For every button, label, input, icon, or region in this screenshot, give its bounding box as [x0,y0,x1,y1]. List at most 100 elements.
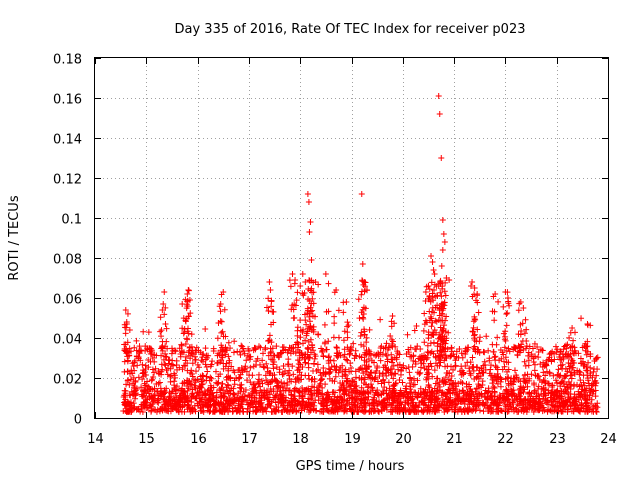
data-point [270,361,277,368]
data-point [524,406,531,413]
data-point [453,348,460,355]
data-point [283,407,290,414]
data-point [161,311,168,318]
data-point [273,377,280,384]
data-point [248,392,255,399]
data-point [370,402,377,409]
data-point [446,276,453,283]
data-point [388,323,395,330]
data-point [538,385,545,392]
data-point [574,381,581,388]
data-point [165,408,172,415]
data-point [446,370,453,377]
data-point [504,368,511,375]
data-point [488,372,495,379]
data-point [480,362,487,369]
data-point [457,368,464,375]
data-point [435,93,442,99]
data-point [216,351,223,358]
data-point [306,297,313,304]
data-point [506,348,513,355]
data-point [389,394,396,401]
data-point [252,346,259,353]
data-point [289,401,296,408]
data-point [255,380,262,387]
data-point [227,374,234,381]
data-point [430,297,437,304]
data-point [269,345,276,352]
data-point [360,388,367,395]
data-point [164,365,171,372]
data-point [238,394,245,401]
data-point [521,358,528,365]
data-point [363,365,370,372]
data-point [439,247,446,253]
data-point [438,336,445,343]
data-point [422,393,429,400]
data-point [217,400,224,407]
data-point [172,348,179,355]
data-point [433,329,440,336]
data-point [266,279,273,285]
data-point [442,391,449,398]
data-point [284,402,291,409]
data-point [479,382,486,389]
data-point [215,373,222,380]
data-point [569,325,576,331]
data-point [126,345,133,352]
data-point [440,346,447,353]
data-point [503,310,510,317]
data-point [193,344,200,351]
data-point [304,191,311,197]
data-point [394,362,401,369]
data-point [349,378,356,385]
data-point [430,339,437,346]
data-point [175,408,182,415]
data-point [187,380,194,387]
data-point [203,363,210,370]
data-point [336,387,343,394]
data-point [492,362,499,369]
data-point [162,304,169,311]
data-point [559,408,566,415]
data-point [348,344,355,351]
data-point [475,309,482,316]
data-point [525,352,532,359]
data-point [192,408,199,415]
data-point [308,403,315,410]
data-point [431,396,438,403]
data-point [330,334,337,341]
data-point [356,366,363,373]
data-point [154,388,161,395]
data-point [585,359,592,366]
data-point [455,397,462,404]
data-point [323,346,330,353]
data-point [363,334,370,341]
data-point [221,405,228,412]
data-point [469,279,476,285]
data-point [141,380,148,387]
data-point [458,371,465,378]
data-point [505,408,512,415]
data-point [480,369,487,376]
data-point [267,349,274,356]
data-point [543,357,550,364]
data-point [436,383,443,390]
data-point [225,353,232,360]
data-point [358,288,365,295]
data-point [198,378,205,385]
data-point [182,363,189,370]
data-point [285,387,292,394]
data-point [127,376,134,383]
data-point [420,327,427,334]
data-point [534,343,541,350]
data-point [151,406,158,413]
data-point [494,334,501,341]
data-point [532,398,539,405]
y-tick-label: 0.02 [53,373,82,388]
data-point [209,358,216,365]
data-point [342,388,349,395]
data-point [268,356,275,363]
data-point [377,357,384,364]
data-point [321,340,328,347]
